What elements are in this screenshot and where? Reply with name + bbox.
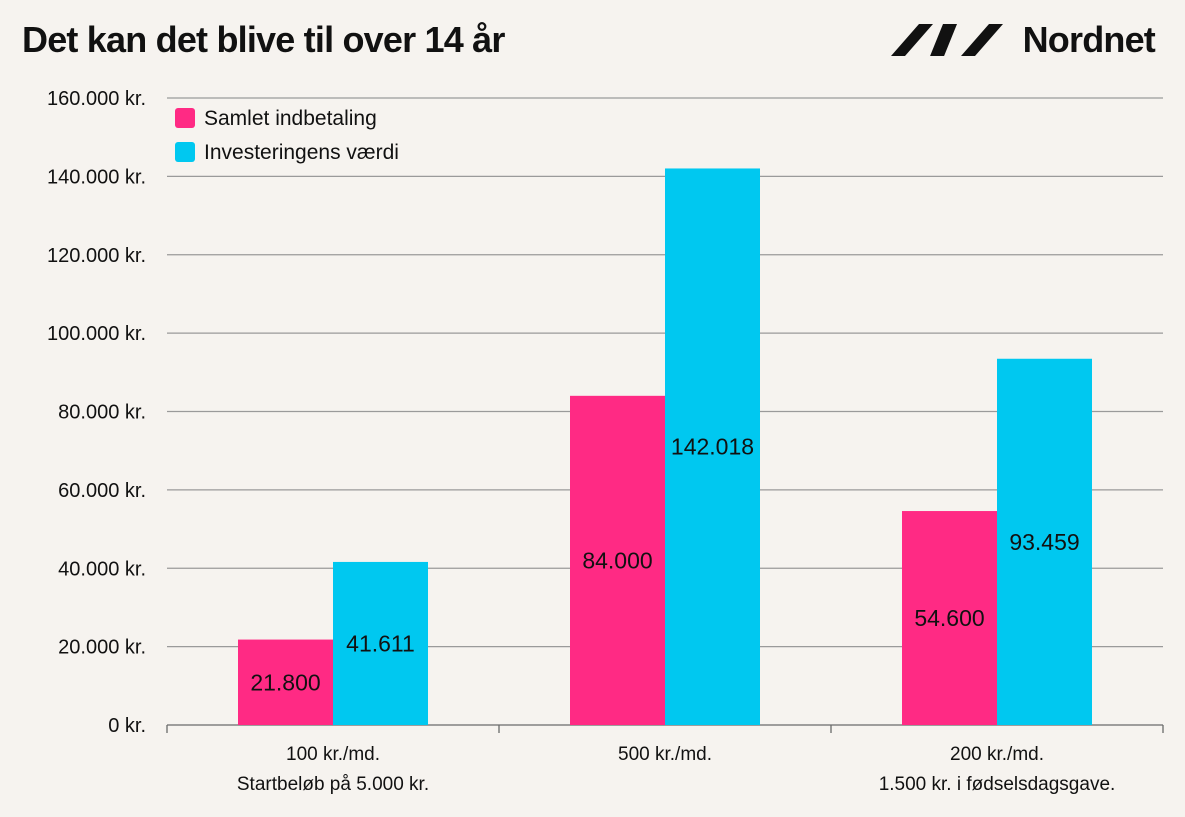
y-tick-label: 40.000 kr. xyxy=(58,558,146,580)
legend-swatch xyxy=(175,108,195,128)
y-tick-label: 0 kr. xyxy=(108,715,146,737)
y-tick-label: 120.000 kr. xyxy=(47,245,146,267)
legend-label: Samlet indbetaling xyxy=(204,107,377,130)
bar-value xyxy=(665,168,760,725)
legend-swatch xyxy=(175,142,195,162)
data-label: 54.600 xyxy=(914,605,984,631)
bar-value xyxy=(333,561,428,725)
x-tick-label: 1.500 kr. i fødselsdagsgave. xyxy=(879,774,1116,795)
brand-logo: Nordnet xyxy=(890,14,1156,66)
x-tick-label: 200 kr./md. xyxy=(950,744,1044,765)
bar-paid xyxy=(570,395,665,725)
legend-label: Investeringens værdi xyxy=(204,141,399,164)
bar-paid xyxy=(238,639,333,725)
y-tick-label: 60.000 kr. xyxy=(58,480,146,502)
nordnet-logo-icon xyxy=(890,24,1003,56)
y-tick-label: 80.000 kr. xyxy=(58,402,146,424)
data-label: 84.000 xyxy=(582,547,652,573)
data-label: 93.459 xyxy=(1009,529,1079,555)
y-tick-label: 160.000 kr. xyxy=(47,88,146,110)
chart-title: Det kan det blive til over 14 år xyxy=(22,19,505,60)
y-tick-label: 140.000 kr. xyxy=(47,166,146,188)
x-tick-label: Startbeløb på 5.000 kr. xyxy=(237,774,429,795)
bar-value xyxy=(997,358,1092,725)
brand-name: Nordnet xyxy=(1022,19,1156,60)
y-tick-label: 100.000 kr. xyxy=(47,323,146,345)
bar-paid xyxy=(902,511,997,725)
y-tick-label: 20.000 kr. xyxy=(58,637,146,659)
x-tick-label: 100 kr./md. xyxy=(286,744,380,765)
data-label: 142.018 xyxy=(671,434,754,460)
data-label: 41.611 xyxy=(346,630,415,656)
x-tick-label: 500 kr./md. xyxy=(618,744,712,765)
data-label: 21.800 xyxy=(250,669,320,695)
